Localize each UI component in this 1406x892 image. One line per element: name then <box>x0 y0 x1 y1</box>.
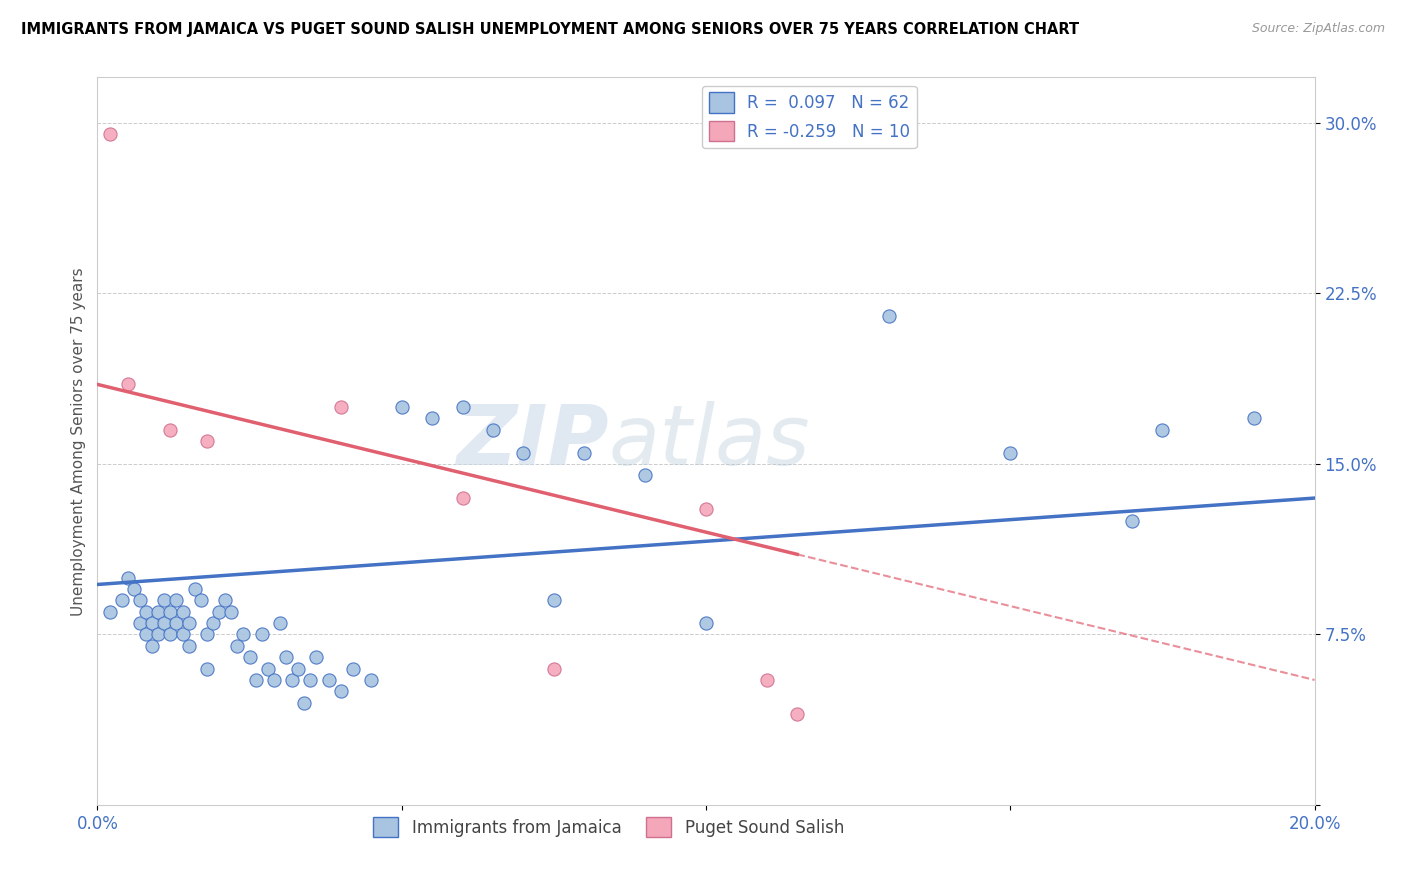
Point <box>263 673 285 687</box>
Point <box>141 639 163 653</box>
Point <box>274 650 297 665</box>
Point <box>877 309 900 323</box>
Point <box>135 627 157 641</box>
Point <box>172 627 194 641</box>
Point <box>634 468 657 483</box>
Point <box>148 605 170 619</box>
Point <box>342 662 364 676</box>
Point <box>1121 514 1143 528</box>
Point <box>292 696 315 710</box>
Point <box>245 673 267 687</box>
Point <box>360 673 382 687</box>
Point <box>786 707 808 722</box>
Point <box>318 673 340 687</box>
Text: atlas: atlas <box>609 401 810 482</box>
Point <box>226 639 249 653</box>
Point <box>172 605 194 619</box>
Text: Source: ZipAtlas.com: Source: ZipAtlas.com <box>1251 22 1385 36</box>
Point <box>141 616 163 631</box>
Point <box>129 616 152 631</box>
Point <box>122 582 145 596</box>
Point <box>1243 411 1265 425</box>
Point <box>153 616 176 631</box>
Point <box>177 639 200 653</box>
Point <box>153 593 176 607</box>
Y-axis label: Unemployment Among Seniors over 75 years: Unemployment Among Seniors over 75 years <box>72 267 86 615</box>
Point <box>111 593 134 607</box>
Point <box>543 593 565 607</box>
Point <box>98 605 121 619</box>
Point <box>451 400 474 414</box>
Text: IMMIGRANTS FROM JAMAICA VS PUGET SOUND SALISH UNEMPLOYMENT AMONG SENIORS OVER 75: IMMIGRANTS FROM JAMAICA VS PUGET SOUND S… <box>21 22 1080 37</box>
Point <box>166 593 188 607</box>
Point <box>208 605 231 619</box>
Point <box>420 411 443 425</box>
Point <box>1152 423 1174 437</box>
Point <box>166 616 188 631</box>
Point <box>159 423 181 437</box>
Text: ZIP: ZIP <box>456 401 609 482</box>
Point <box>305 650 328 665</box>
Point <box>214 593 236 607</box>
Point <box>256 662 278 676</box>
Point <box>482 423 505 437</box>
Point <box>177 616 200 631</box>
Point <box>287 662 309 676</box>
Point <box>148 627 170 641</box>
Point <box>543 662 565 676</box>
Point <box>195 627 218 641</box>
Point <box>695 502 717 516</box>
Point <box>574 445 596 459</box>
Point <box>159 605 181 619</box>
Point <box>232 627 254 641</box>
Point <box>117 571 139 585</box>
Point <box>281 673 304 687</box>
Legend: Immigrants from Jamaica, Puget Sound Salish: Immigrants from Jamaica, Puget Sound Sal… <box>367 810 851 844</box>
Point <box>755 673 778 687</box>
Point <box>195 662 218 676</box>
Point <box>117 377 139 392</box>
Point <box>695 616 717 631</box>
Point <box>299 673 322 687</box>
Point <box>190 593 212 607</box>
Point <box>201 616 224 631</box>
Point <box>451 491 474 505</box>
Point <box>391 400 413 414</box>
Point <box>183 582 205 596</box>
Point <box>329 400 352 414</box>
Point <box>512 445 534 459</box>
Point <box>135 605 157 619</box>
Point <box>159 627 181 641</box>
Point <box>250 627 273 641</box>
Point <box>269 616 291 631</box>
Point <box>238 650 260 665</box>
Point <box>1000 445 1022 459</box>
Point <box>129 593 152 607</box>
Point <box>219 605 242 619</box>
Point <box>98 128 121 142</box>
Point <box>329 684 352 698</box>
Point <box>195 434 218 449</box>
